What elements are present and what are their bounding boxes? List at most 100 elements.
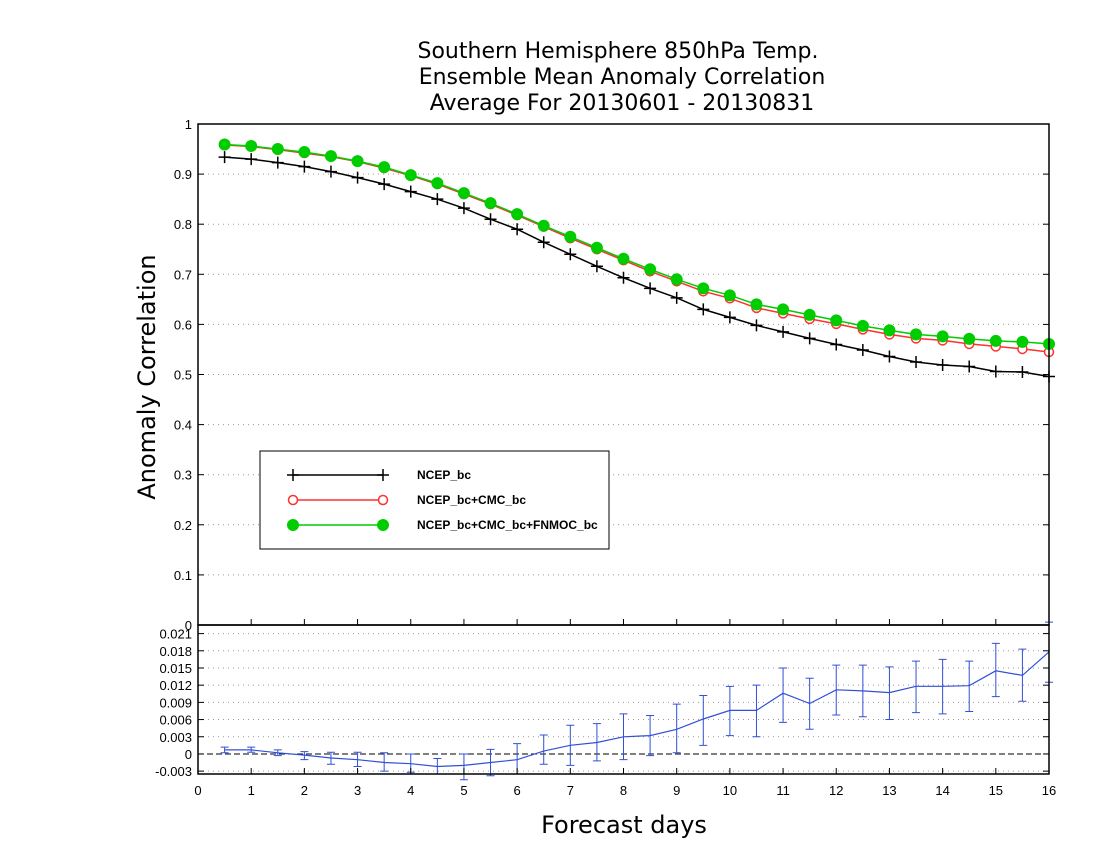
bottom-y-tick-label: 0.009: [159, 695, 192, 710]
data-point: [457, 202, 470, 215]
series-line: [224, 156, 1050, 378]
data-point: [484, 197, 497, 210]
x-tick-label: 11: [776, 783, 790, 798]
data-point: [777, 325, 790, 338]
data-point: [803, 308, 816, 321]
top-y-tick-label: 0.8: [174, 217, 192, 232]
legend-item: NCEP_bc+CMC_bc+FNMOC_bc: [287, 518, 598, 532]
x-tick-label: 5: [460, 783, 467, 798]
data-point: [830, 314, 843, 327]
data-point: [723, 289, 736, 302]
data-point: [590, 260, 603, 273]
top-y-tick-label: 0.2: [174, 518, 192, 533]
x-tick-label: 14: [935, 783, 949, 798]
legend-marker: [377, 469, 389, 481]
data-point: [697, 303, 710, 316]
x-tick-label: 12: [829, 783, 843, 798]
error-bar: [220, 746, 229, 754]
data-point: [644, 263, 657, 276]
legend-label: NCEP_bc+CMC_bc+FNMOC_bc: [417, 518, 598, 532]
data-point: [537, 219, 550, 232]
chart-title-line-3: Average For 20130601 - 20130831: [430, 91, 815, 116]
bottom-y-tick-label: 0.018: [159, 644, 192, 659]
x-tick-label: 7: [567, 783, 574, 798]
legend-marker: [377, 519, 389, 531]
data-point: [537, 236, 550, 249]
data-point: [856, 319, 869, 332]
data-point: [298, 160, 311, 173]
data-point: [617, 271, 630, 284]
series-ncep-bc: [218, 151, 1055, 383]
x-tick-label: 1: [248, 783, 255, 798]
bottom-y-tick-label: -0.003: [155, 764, 192, 779]
x-tick-label: 10: [723, 783, 737, 798]
data-point: [484, 213, 497, 226]
bottom-panel-frame: [197, 624, 1050, 775]
data-point: [670, 291, 683, 304]
data-point: [936, 358, 949, 371]
error-bar: [672, 703, 681, 754]
x-tick-label: 3: [354, 783, 361, 798]
x-tick-label: 4: [407, 783, 414, 798]
data-point: [856, 343, 869, 356]
data-point: [670, 273, 683, 286]
data-point: [1016, 335, 1029, 348]
top-y-tick-label: 0.1: [174, 568, 192, 583]
data-point: [245, 153, 258, 166]
data-point: [218, 151, 231, 164]
data-point: [431, 177, 444, 190]
data-point: [245, 140, 258, 153]
data-point: [723, 311, 736, 324]
top-y-tick-label: 0.7: [174, 267, 192, 282]
data-point: [324, 165, 337, 178]
bottom-y-tick-label: 0.006: [159, 713, 192, 728]
data-point: [511, 208, 524, 221]
data-point: [936, 330, 949, 343]
bottom-y-tick-label: 0.015: [159, 661, 192, 676]
data-point: [298, 146, 311, 159]
data-point: [697, 282, 710, 295]
chart-title-line-2: Ensemble Mean Anomaly Correlation: [419, 65, 826, 90]
data-point: [617, 252, 630, 265]
data-point: [644, 282, 657, 295]
top-y-tick-label: 0: [185, 618, 192, 633]
error-bar: [991, 642, 1000, 698]
x-tick-label: 8: [620, 783, 627, 798]
top-y-tick-label: 0.6: [174, 317, 192, 332]
x-tick-label: 6: [514, 783, 521, 798]
legend-marker: [377, 494, 389, 506]
data-point: [457, 187, 470, 200]
data-point: [404, 169, 417, 182]
bottom-y-tick-label: 0: [185, 747, 192, 762]
data-point: [883, 350, 896, 363]
x-tick-label: 13: [882, 783, 896, 798]
data-point: [564, 248, 577, 261]
legend-marker: [287, 519, 299, 531]
data-point: [431, 193, 444, 206]
top-y-tick-label: 0.5: [174, 368, 192, 383]
data-point: [989, 334, 1002, 347]
data-point: [590, 241, 603, 254]
difference-line: [224, 651, 1050, 768]
data-point: [777, 303, 790, 316]
series-ncep-bc-cmc-bc-fnmoc-bc: [218, 138, 1055, 350]
legend-marker: [287, 494, 299, 506]
data-point: [511, 223, 524, 236]
error-bar: [965, 660, 974, 713]
bottom-y-tick-label: 0.021: [159, 627, 192, 642]
top-y-tick-label: 1: [185, 117, 192, 132]
data-point: [883, 324, 896, 337]
data-point: [910, 355, 923, 368]
data-point: [830, 338, 843, 351]
x-axis-label: Forecast days: [541, 811, 707, 839]
x-tick-label: 2: [301, 783, 308, 798]
x-tick-label: 9: [673, 783, 680, 798]
bottom-panel-series: [220, 621, 1053, 781]
legend-item: NCEP_bc+CMC_bc: [287, 493, 526, 507]
top-y-tick-label: 0.3: [174, 468, 192, 483]
legend-label: NCEP_bc+CMC_bc: [417, 493, 526, 507]
error-bar: [699, 694, 708, 746]
axis-ticks: 00.10.20.30.40.50.60.70.80.91-0.00300.00…: [155, 117, 1056, 798]
data-point: [963, 332, 976, 345]
